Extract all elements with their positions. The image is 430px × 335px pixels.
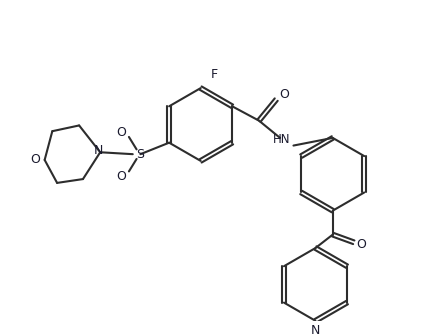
Text: O: O [116, 170, 126, 183]
Text: HN: HN [273, 133, 290, 146]
Text: O: O [278, 88, 288, 101]
Text: F: F [210, 68, 217, 81]
Text: S: S [136, 148, 144, 161]
Text: O: O [30, 153, 40, 166]
Text: O: O [116, 126, 126, 139]
Text: N: N [310, 324, 319, 335]
Text: N: N [93, 144, 103, 157]
Text: O: O [356, 238, 365, 251]
